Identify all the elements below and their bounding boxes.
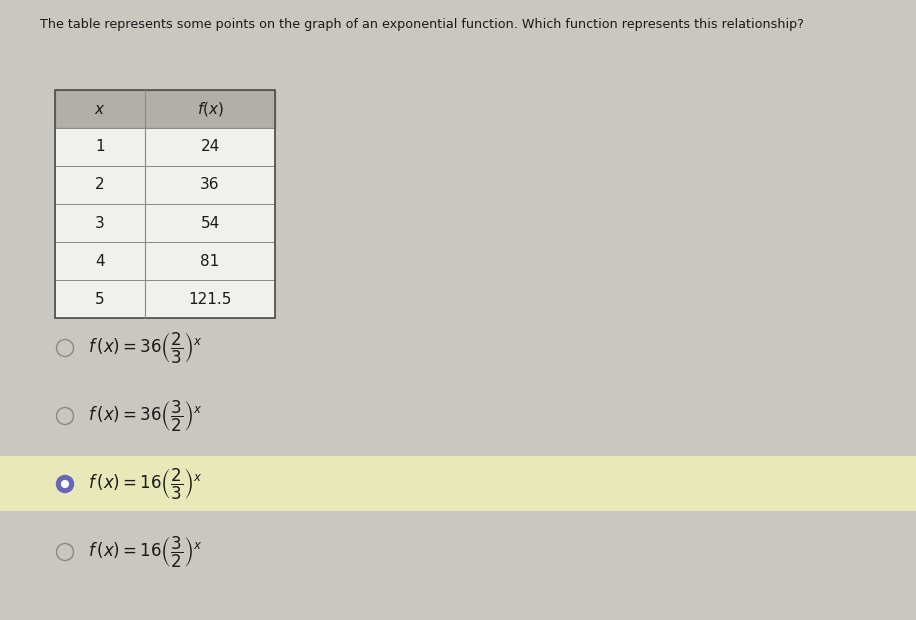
Text: $f\,(x) = 36\left(\dfrac{2}{3}\right)^{x}$: $f\,(x) = 36\left(\dfrac{2}{3}\right)^{x…: [89, 330, 202, 366]
Text: 54: 54: [201, 216, 220, 231]
FancyBboxPatch shape: [55, 90, 275, 128]
FancyBboxPatch shape: [0, 456, 916, 511]
Text: $f\,(x) = 16\left(\dfrac{2}{3}\right)^{x}$: $f\,(x) = 16\left(\dfrac{2}{3}\right)^{x…: [89, 466, 202, 502]
Text: 121.5: 121.5: [189, 291, 232, 306]
Text: 5: 5: [95, 291, 104, 306]
Text: The table represents some points on the graph of an exponential function. Which : The table represents some points on the …: [40, 18, 804, 31]
Text: 2: 2: [95, 177, 104, 192]
Text: $f(x)$: $f(x)$: [197, 100, 224, 118]
Text: 81: 81: [201, 254, 220, 268]
Text: $x$: $x$: [94, 102, 105, 117]
Text: $f\,(x) = 36\left(\dfrac{3}{2}\right)^{x}$: $f\,(x) = 36\left(\dfrac{3}{2}\right)^{x…: [89, 399, 202, 433]
FancyBboxPatch shape: [55, 128, 275, 166]
FancyBboxPatch shape: [55, 166, 275, 204]
Text: 4: 4: [95, 254, 104, 268]
Circle shape: [57, 476, 73, 492]
Text: 3: 3: [95, 216, 104, 231]
Text: 36: 36: [201, 177, 220, 192]
Text: $f\,(x) = 16\left(\dfrac{3}{2}\right)^{x}$: $f\,(x) = 16\left(\dfrac{3}{2}\right)^{x…: [89, 534, 202, 570]
Text: 1: 1: [95, 140, 104, 154]
FancyBboxPatch shape: [55, 204, 275, 242]
Circle shape: [61, 480, 69, 487]
Text: 24: 24: [201, 140, 220, 154]
FancyBboxPatch shape: [55, 280, 275, 318]
FancyBboxPatch shape: [55, 242, 275, 280]
